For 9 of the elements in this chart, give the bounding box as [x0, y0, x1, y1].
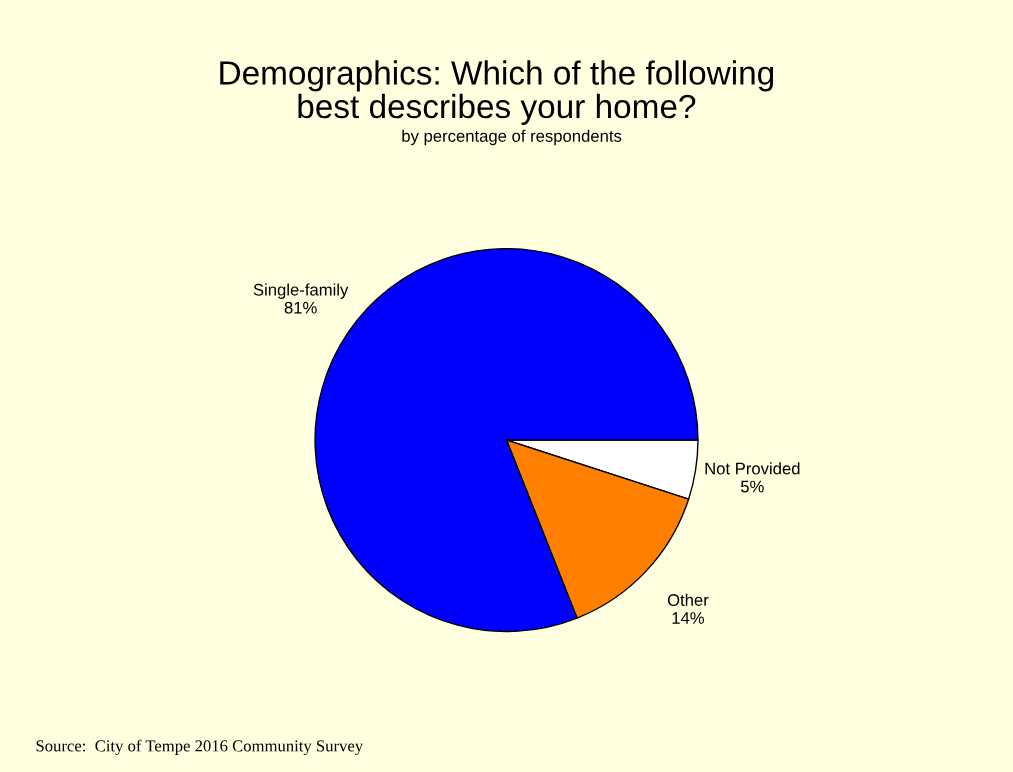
slice-label: Not Provided [705, 462, 800, 475]
data-label: 5% [740, 480, 764, 493]
source-note: Source: City of Tempe 2016 Community Survey [36, 739, 364, 755]
data-label: 14% [672, 612, 705, 624]
chart-title: Demographics: Which of the following best describes your home? [220, 60, 774, 125]
slice-label: Other [667, 593, 709, 606]
slice-label: Single-family [253, 283, 349, 299]
chart-subtitle: by percentage of respondents [402, 129, 622, 146]
data-label: 81% [284, 301, 317, 314]
